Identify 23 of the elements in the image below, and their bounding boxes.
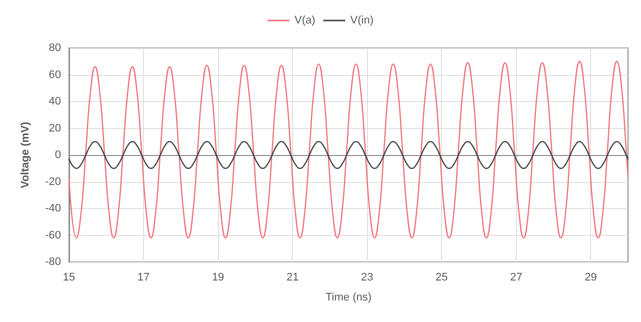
y-tick-label: -60	[45, 229, 61, 242]
y-tick-label: -20	[45, 176, 61, 188]
x-tick-label: 21	[286, 272, 299, 284]
x-tick-label: 23	[361, 272, 374, 284]
x-axis-title: Time (ns)	[325, 292, 372, 304]
y-tick-label: 40	[48, 96, 61, 108]
x-tick-label: 15	[62, 272, 76, 284]
y-tick-label: 60	[48, 68, 61, 81]
legend-label: V(in)	[350, 14, 374, 26]
y-tick-label: 80	[48, 42, 61, 54]
legend-label: V(a)	[294, 14, 316, 26]
line-series	[68, 141, 629, 169]
x-tick-label: 25	[436, 272, 448, 284]
x-tick-label: 19	[212, 272, 224, 284]
x-tick-label: 29	[584, 272, 597, 284]
y-tick-label: 0	[54, 149, 61, 161]
x-tick-label: 17	[137, 272, 150, 284]
y-tick-label: 20	[48, 122, 61, 134]
y-tick-label: -40	[45, 202, 61, 214]
y-tick-label: -80	[45, 256, 61, 268]
x-tick-label: 27	[510, 272, 522, 284]
y-axis-title: Voltage (mV)	[20, 121, 32, 188]
line-series	[68, 60, 629, 239]
